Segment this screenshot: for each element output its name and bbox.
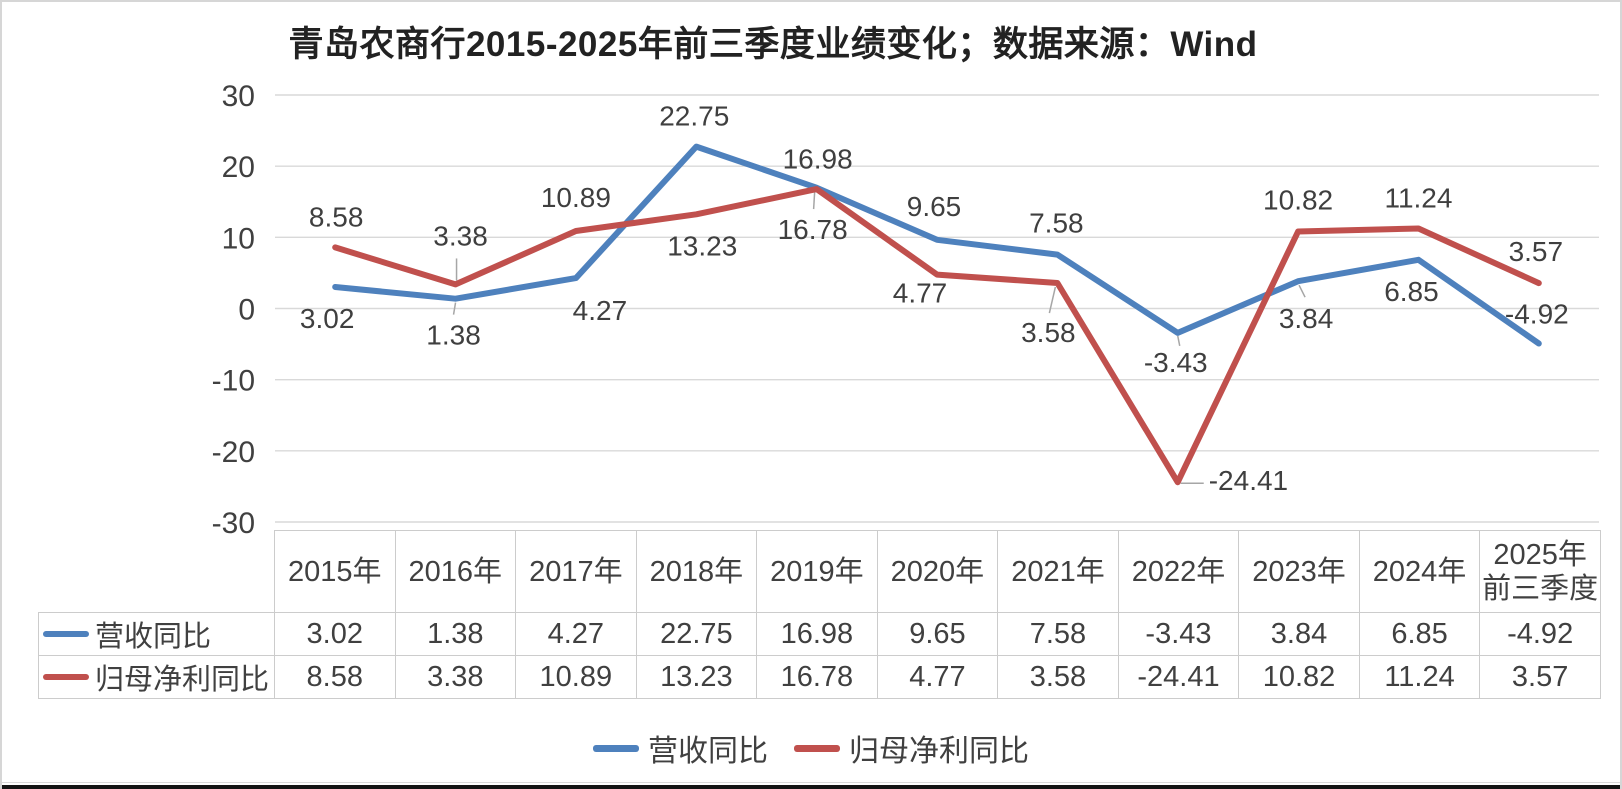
table-year-header: 2020年 bbox=[876, 530, 999, 613]
value-cell: 6.85 bbox=[1358, 612, 1481, 656]
table-year-header: 2015年 bbox=[274, 530, 396, 613]
table-year-header: 2016年 bbox=[394, 530, 517, 613]
table-row: 归母净利同比 8.58 3.38 10.89 13.23 16.78 4.77 3.58 -24… bbox=[38, 655, 1601, 699]
value-cell: 3.57 bbox=[1479, 655, 1601, 699]
legend-label-net-profit: 归母净利同比 bbox=[849, 735, 1029, 768]
net-profit-line-swatch-icon bbox=[794, 744, 840, 752]
value-cell: 10.82 bbox=[1238, 655, 1360, 699]
revenue-data-label: 4.27 bbox=[573, 295, 628, 326]
table-year-header: 2021年 bbox=[997, 530, 1119, 613]
legend-label-revenue: 营收同比 bbox=[648, 735, 768, 768]
y-axis-tick-label: 0 bbox=[238, 294, 255, 327]
net-profit-data-label: 10.82 bbox=[1263, 184, 1333, 215]
legend-item-revenue: 营收同比 bbox=[593, 726, 768, 770]
data-table-wrap: 2015年 2016年 2017年 2018年 2019年 2020年 2021年 2022年… bbox=[38, 530, 1601, 699]
revenue-data-label: 1.38 bbox=[426, 320, 481, 351]
y-axis-tick-label: 30 bbox=[222, 80, 255, 113]
value-cell: 4.27 bbox=[515, 612, 637, 656]
revenue-data-label: 3.02 bbox=[300, 303, 355, 334]
net-profit-data-label: 3.38 bbox=[433, 220, 488, 251]
chart-title: 青岛农商行2015-2025年前三季度业绩变化；数据来源：Wind bbox=[288, 25, 1258, 64]
table-year-header: 2022年 bbox=[1117, 530, 1240, 613]
net-profit-data-label: 4.77 bbox=[893, 278, 948, 309]
label-leader-line bbox=[1048, 286, 1057, 314]
value-cell: 7.58 bbox=[997, 612, 1119, 656]
revenue-line-swatch-icon bbox=[593, 744, 639, 752]
y-axis-tick-label: -20 bbox=[212, 436, 255, 469]
net-profit-data-label: 16.78 bbox=[778, 214, 848, 245]
revenue-data-label: 7.58 bbox=[1029, 208, 1084, 239]
table-year-header: 2019年 bbox=[756, 530, 878, 613]
value-cell: 3.02 bbox=[274, 612, 396, 656]
revenue-line-swatch-icon bbox=[43, 631, 89, 637]
series-name: 营收同比 bbox=[95, 621, 212, 653]
net-profit-data-label: -24.41 bbox=[1209, 465, 1288, 496]
value-cell: -3.43 bbox=[1117, 612, 1240, 656]
value-cell: 8.58 bbox=[274, 655, 396, 699]
value-cell: 13.23 bbox=[635, 655, 758, 699]
revenue-line bbox=[332, 143, 1542, 347]
value-cell: 16.98 bbox=[756, 612, 878, 656]
value-cell: 3.38 bbox=[394, 655, 517, 699]
y-axis-tick-label: -10 bbox=[212, 365, 255, 398]
y-axis-tick-label: -30 bbox=[212, 507, 255, 540]
value-cell: 22.75 bbox=[635, 612, 758, 656]
table-year-header: 2024年 bbox=[1358, 530, 1481, 613]
y-axis-tick-label: 10 bbox=[222, 222, 255, 255]
table-year-header: 2017年 bbox=[515, 530, 637, 613]
legend-item-net-profit: 归母净利同比 bbox=[794, 726, 1029, 770]
revenue-data-label: 16.98 bbox=[783, 144, 853, 175]
revenue-data-label: -3.43 bbox=[1144, 347, 1208, 378]
table-corner-cell bbox=[39, 531, 275, 613]
series-label-cell: 归母净利同比 bbox=[38, 655, 275, 699]
value-cell: -24.41 bbox=[1117, 655, 1240, 699]
label-leader-line bbox=[452, 302, 457, 315]
revenue-data-label: 22.75 bbox=[659, 101, 729, 132]
performance-table: 2015年 2016年 2017年 2018年 2019年 2020年 2021年 2022年… bbox=[38, 530, 1601, 699]
net-profit-data-label: 3.58 bbox=[1021, 317, 1076, 348]
value-cell: 9.65 bbox=[876, 612, 999, 656]
series-label-cell: 营收同比 bbox=[38, 612, 275, 656]
table-row: 营收同比 3.02 1.38 4.27 22.75 16.98 9.65 7.58 -3.43 3… bbox=[38, 612, 1601, 656]
y-axis-tick-label: 20 bbox=[222, 151, 255, 184]
chart-legend: 营收同比 归母净利同比 bbox=[2, 724, 1620, 772]
net-profit-data-label: 11.24 bbox=[1384, 183, 1452, 214]
label-leader-line bbox=[1176, 335, 1181, 347]
value-cell: 11.24 bbox=[1358, 655, 1481, 699]
window-bottom-edge bbox=[2, 785, 1620, 789]
net-profit-line bbox=[332, 186, 1542, 486]
revenue-data-label: 6.85 bbox=[1384, 276, 1439, 307]
table-year-header: 2023年 bbox=[1238, 530, 1360, 613]
value-cell: -4.92 bbox=[1479, 612, 1601, 656]
series-name: 归母净利同比 bbox=[95, 664, 270, 696]
revenue-data-label: 9.65 bbox=[907, 191, 962, 222]
revenue-data-label: 3.84 bbox=[1279, 303, 1334, 334]
net-profit-data-label: 8.58 bbox=[309, 201, 364, 232]
table-year-header: 2025年 前三季度 bbox=[1479, 530, 1601, 613]
net-profit-data-label: 13.23 bbox=[667, 230, 737, 261]
label-leader-line bbox=[1298, 284, 1306, 298]
net-profit-line-swatch-icon bbox=[43, 674, 89, 680]
revenue-data-label: -4.92 bbox=[1505, 299, 1569, 330]
net-profit-data-label: 10.89 bbox=[541, 182, 611, 213]
value-cell: 10.89 bbox=[515, 655, 637, 699]
value-cell: 4.77 bbox=[876, 655, 999, 699]
value-cell: 3.84 bbox=[1238, 612, 1360, 656]
table-year-header: 2018年 bbox=[635, 530, 758, 613]
bottom-divider bbox=[2, 782, 1620, 783]
value-cell: 1.38 bbox=[394, 612, 517, 656]
label-leader-line bbox=[812, 192, 816, 210]
value-cell: 3.58 bbox=[997, 655, 1119, 699]
value-cell: 16.78 bbox=[756, 655, 878, 699]
net-profit-data-label: 3.57 bbox=[1509, 236, 1564, 267]
